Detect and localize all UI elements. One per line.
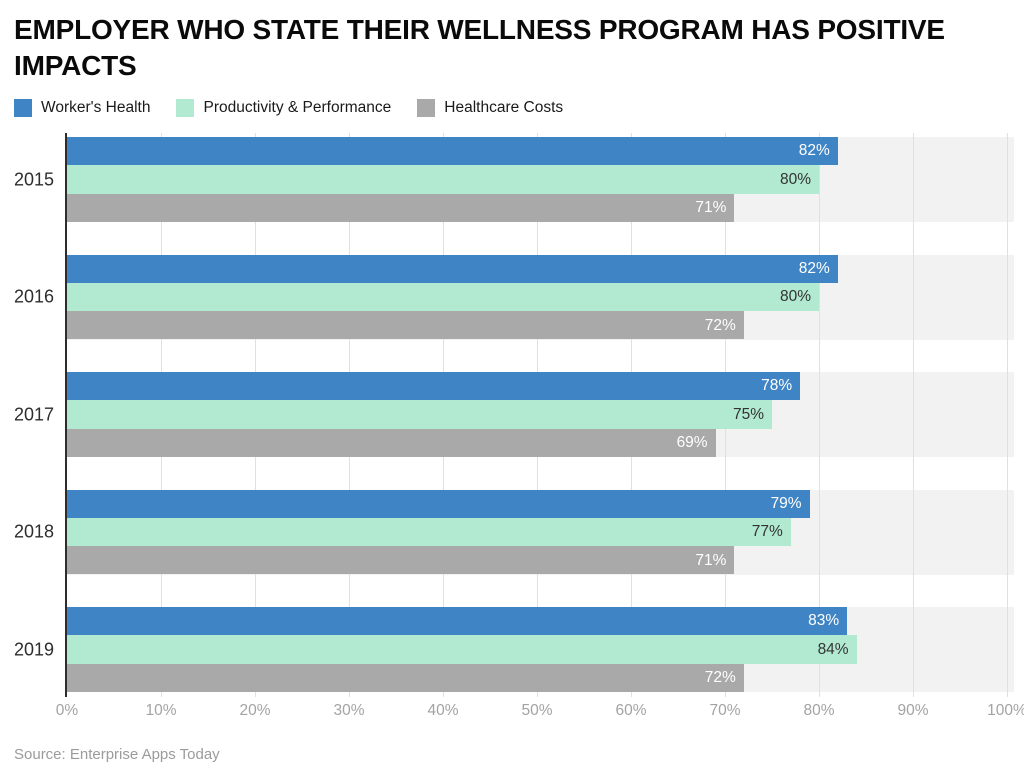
source-note: Source: Enterprise Apps Today — [14, 746, 220, 763]
year-label-2015: 2015 — [13, 169, 54, 189]
year-group-2016: 2016 82% 80% 72% — [14, 254, 1014, 340]
legend-swatch-icon — [417, 99, 436, 117]
bar-value-label: 71% — [695, 199, 727, 217]
year-group-2018: 2018 79% 77% 71% — [14, 489, 1014, 575]
bar-healthcare-costs-2017: 69% — [67, 428, 716, 457]
bar-value-label: 78% — [761, 377, 793, 395]
year-label-2017: 2017 — [13, 404, 54, 424]
legend-item-worker-s-health: Worker's Health — [14, 99, 150, 117]
bar-healthcare-costs-2016: 72% — [67, 311, 744, 340]
x-tick-label-30%: 30% — [333, 702, 365, 719]
bar-value-label: 82% — [798, 259, 830, 277]
y-axis-line — [65, 133, 67, 697]
year-label-2016: 2016 — [13, 286, 54, 307]
bar-healthcare-costs-2019: 72% — [67, 663, 744, 692]
bar-value-label: 79% — [770, 494, 802, 512]
legend-swatch-icon — [176, 99, 195, 117]
x-tick-label-90%: 90% — [897, 702, 929, 719]
bar-productivity-performance-2015: 80% — [67, 165, 819, 194]
gridline-80% — [819, 133, 820, 697]
bar-value-label: 75% — [732, 405, 764, 423]
year-label-2019: 2019 — [13, 639, 54, 659]
legend-label: Worker's Health — [41, 99, 151, 116]
bar-productivity-performance-2016: 80% — [67, 282, 819, 312]
bar-value-label: 84% — [817, 640, 849, 658]
year-group-2015: 2015 82% 80% 71% — [14, 137, 1014, 222]
legend-item-productivity-performance: Productivity & Performance — [176, 99, 391, 117]
bar-value-label: 72% — [704, 316, 736, 334]
x-tick-label-40%: 40% — [427, 702, 459, 719]
x-tick-label-100%: 100% — [987, 702, 1024, 719]
year-label-2018: 2018 — [13, 521, 54, 542]
bar-worker-s-health-2019: 83% — [67, 607, 848, 636]
chart-plot-area: 2015 82% 80% 71% 2016 82% 80% 72% 2017 78% 75% 69% 2… — [14, 133, 1014, 697]
year-group-2017: 2017 78% 75% 69% — [14, 372, 1014, 457]
bar-value-label: 77% — [751, 523, 783, 541]
chart-legend: Worker's Health Productivity & Performanc… — [14, 99, 589, 117]
bar-worker-s-health-2017: 78% — [67, 372, 801, 401]
legend-label: Healthcare Costs — [444, 99, 564, 116]
x-tick-label-0%: 0% — [55, 702, 79, 719]
x-axis: 0% 10% 20% 30% 40% 50% 60% 70% 80% 90% 100% — [56, 702, 1024, 724]
x-tick-label-50%: 50% — [521, 702, 553, 719]
bar-healthcare-costs-2018: 71% — [67, 546, 735, 575]
bar-worker-s-health-2018: 79% — [67, 489, 810, 518]
bar-value-label: 80% — [779, 288, 811, 306]
bar-value-label: 71% — [695, 551, 727, 569]
bar-value-label: 83% — [808, 612, 840, 630]
gridline-100% — [1007, 133, 1008, 697]
bar-value-label: 82% — [798, 142, 830, 160]
bar-worker-s-health-2015: 82% — [67, 137, 838, 166]
x-tick-label-70%: 70% — [709, 702, 741, 719]
x-tick-label-10%: 10% — [145, 702, 177, 719]
x-tick-label-80%: 80% — [803, 702, 835, 719]
x-tick-label-60%: 60% — [615, 702, 647, 719]
bar-productivity-performance-2019: 84% — [67, 635, 857, 664]
page-title: EMPLOYER WHO STATE THEIR WELLNESS PROGRA… — [14, 14, 945, 82]
legend-label: Productivity & Performance — [203, 99, 392, 116]
bar-productivity-performance-2017: 75% — [67, 400, 772, 429]
bar-productivity-performance-2018: 77% — [67, 517, 791, 547]
legend-swatch-icon — [14, 99, 32, 117]
bar-value-label: 69% — [676, 434, 708, 452]
year-group-2019: 2019 83% 84% 72% — [14, 607, 1014, 692]
legend-item-healthcare-costs: Healthcare Costs — [417, 99, 563, 117]
bar-healthcare-costs-2015: 71% — [67, 193, 735, 222]
gridline-90% — [913, 133, 914, 697]
bar-worker-s-health-2016: 82% — [67, 254, 838, 283]
x-tick-label-20%: 20% — [239, 702, 271, 719]
bar-value-label: 80% — [779, 170, 811, 188]
bar-value-label: 72% — [704, 669, 736, 687]
